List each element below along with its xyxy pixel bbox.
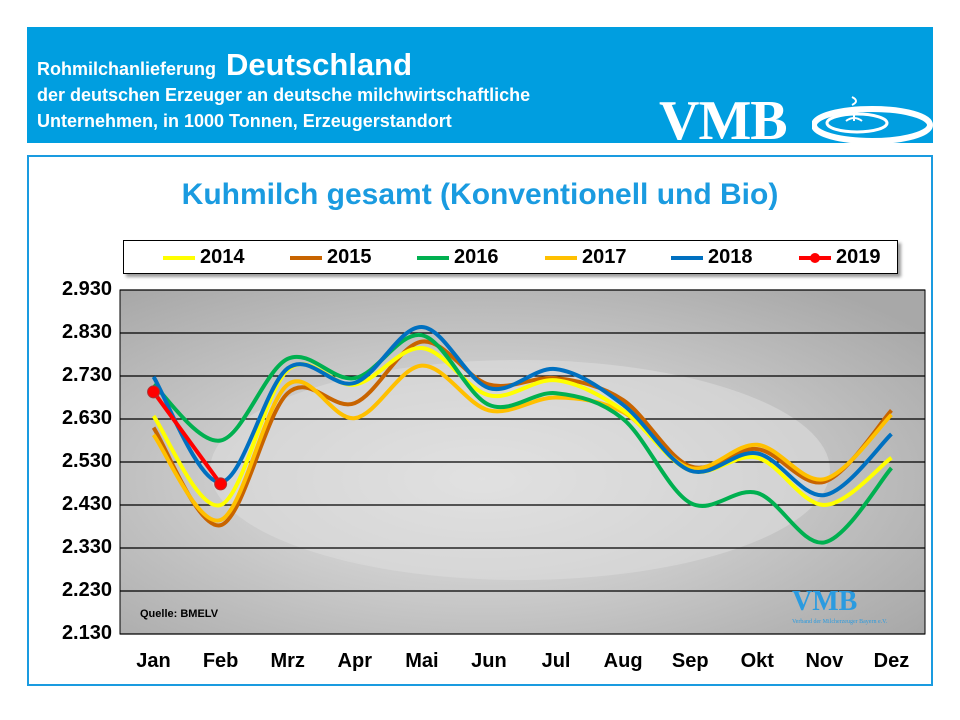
legend-label: 2018 [708, 246, 753, 268]
x-tick-label: Sep [671, 650, 709, 672]
header-prefix: Rohmilchanlieferung [37, 59, 217, 79]
y-tick-label: 2.130 [61, 622, 112, 644]
legend-swatch-icon [799, 252, 831, 263]
series-line-2017 [151, 363, 893, 523]
y-tick-label: 2.230 [61, 579, 112, 601]
y-tick-label: 2.830 [61, 321, 112, 343]
series-line-2018 [151, 324, 893, 498]
legend: 2014 2015 2016 2017 2018 2019 [123, 240, 898, 274]
header-country: Deutschland [226, 47, 413, 82]
series-line-2015 [151, 339, 893, 528]
legend-item-2014: 2014 [162, 246, 245, 269]
chart-title: Kuhmilch gesamt (Konventionell und Bio) [181, 178, 779, 211]
x-tick-label: Mrz [270, 650, 305, 672]
data-point-2019 [214, 477, 228, 491]
data-point-2019 [147, 385, 161, 399]
x-tick-label: Jun [471, 650, 507, 672]
x-tick-label: Jul [541, 650, 571, 672]
legend-item-2019: 2019 [798, 246, 881, 269]
vmb-logo: VMB [659, 90, 788, 152]
x-tick-label: Jan [136, 650, 171, 672]
legend-label: 2015 [327, 246, 372, 268]
series-line-2016 [152, 333, 893, 545]
legend-swatch-icon [545, 255, 577, 260]
watermark-subtitle: Verband der Milcherzeuger Bayern e.V. [792, 619, 888, 625]
legend-item-2016: 2016 [416, 246, 499, 269]
legend-swatch-icon [671, 255, 703, 260]
vmb-swirl-icon [812, 96, 933, 144]
x-tick-label: Dez [873, 650, 910, 672]
header-banner: Rohmilchanlieferung Deutschland der deuts… [27, 27, 933, 152]
x-tick-label: Aug [603, 650, 643, 672]
header-line3: Unternehmen, in 1000 Tonnen, Erzeugersta… [37, 111, 452, 131]
x-tick-label: Okt [740, 650, 774, 672]
legend-label: 2019 [836, 246, 881, 268]
y-tick-label: 2.430 [61, 493, 112, 515]
x-tick-label: Apr [337, 650, 372, 672]
header-line1: Rohmilchanlieferung Deutschland [37, 47, 412, 83]
legend-item-2017: 2017 [544, 246, 627, 269]
legend-item-2015: 2015 [289, 246, 372, 269]
legend-swatch-icon [163, 255, 195, 260]
y-tick-label: 2.530 [61, 450, 112, 472]
y-tick-label: 2.330 [61, 536, 112, 558]
milk-splash-decoration [210, 360, 830, 580]
chart-frame [27, 155, 933, 686]
source-note: Quelle: BMELV [140, 608, 219, 620]
y-tick-label: 2.930 [61, 278, 112, 300]
x-tick-label: Nov [805, 650, 844, 672]
x-tick-label: Mai [405, 650, 439, 672]
legend-label: 2017 [582, 246, 627, 268]
series-line-2014 [151, 346, 893, 508]
y-tick-label: 2.630 [61, 407, 112, 429]
watermark-logo: VMB [792, 586, 858, 617]
legend-swatch-icon [290, 255, 322, 260]
legend-label: 2014 [200, 246, 245, 268]
x-tick-label: Feb [202, 650, 239, 672]
legend-item-2018: 2018 [670, 246, 753, 269]
legend-label: 2016 [454, 246, 499, 268]
legend-swatch-icon [417, 255, 449, 260]
series-line-2019 [151, 390, 223, 486]
header-line2: der deutschen Erzeuger an deutsche milch… [37, 85, 531, 105]
y-tick-label: 2.730 [61, 364, 112, 386]
